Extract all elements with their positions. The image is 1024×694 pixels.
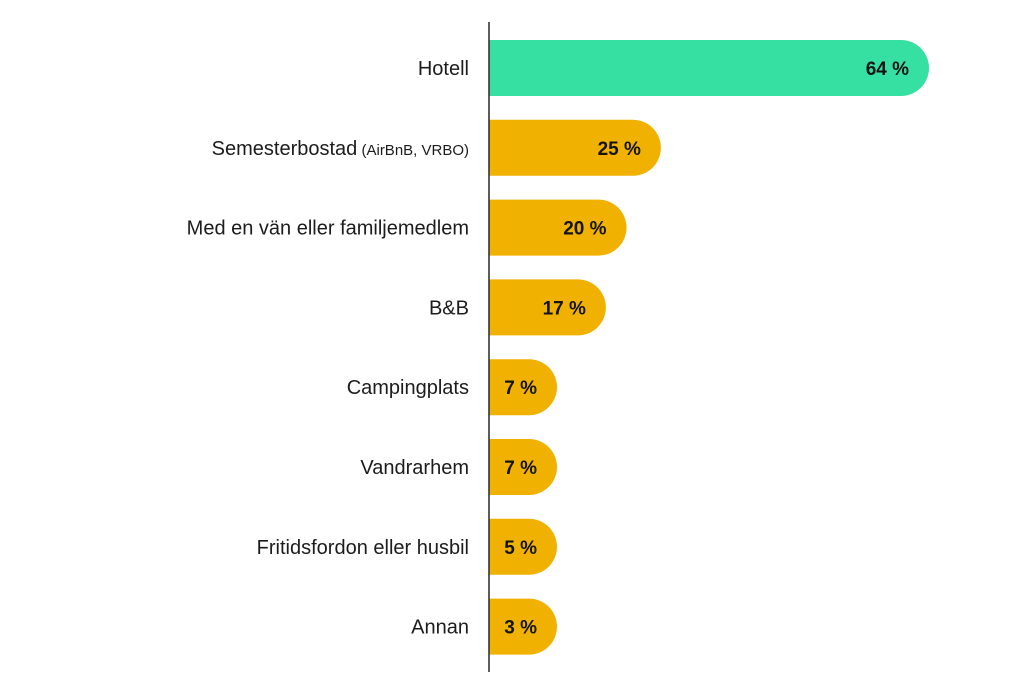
category-label-1: Semesterbostad (AirBnB, VRBO) xyxy=(212,138,469,160)
bar-4 xyxy=(489,359,558,416)
category-label-7: Annan xyxy=(411,617,469,639)
value-label-4: 7 % xyxy=(504,378,537,399)
bars-layer xyxy=(489,40,929,655)
value-label-0: 64 % xyxy=(866,59,909,80)
value-label-5: 7 % xyxy=(504,458,537,479)
value-label-6: 5 % xyxy=(504,538,537,559)
category-label-6: Fritidsfordon eller husbil xyxy=(257,537,469,559)
bar-1 xyxy=(489,119,661,176)
bar-0 xyxy=(489,40,929,96)
category-labels: Hotell Semesterbostad (AirBnB, VRBO) Med e… xyxy=(187,58,469,639)
category-label-text-4: Campingplats xyxy=(347,377,469,399)
value-label-2: 20 % xyxy=(563,219,606,240)
category-label-5: Vandrarhem xyxy=(360,457,469,479)
bar-2 xyxy=(489,199,627,256)
bar-3 xyxy=(489,279,606,336)
category-label-2: Med en vän eller familjemedlem xyxy=(187,218,469,240)
category-label-text-6: Fritidsfordon eller husbil xyxy=(257,537,469,559)
value-labels: 64 % 25 % 20 % 17 % 7 % 7 % 5 % 3 % xyxy=(504,59,909,639)
category-label-text-5: Vandrarhem xyxy=(360,457,469,479)
category-label-text-1: Semesterbostad xyxy=(212,138,358,160)
value-label-1: 25 % xyxy=(598,139,641,160)
category-label-3: B&B xyxy=(429,297,469,319)
category-label-text-2: Med en vän eller familjemedlem xyxy=(187,218,469,240)
value-label-7: 3 % xyxy=(504,618,537,639)
category-label-4: Campingplats xyxy=(347,377,469,399)
category-label-text-0: Hotell xyxy=(418,58,469,80)
category-label-0: Hotell xyxy=(418,58,469,80)
category-note-1: (AirBnB, VRBO) xyxy=(357,142,469,159)
bar-7 xyxy=(489,598,558,655)
bar-6 xyxy=(489,518,558,575)
value-label-3: 17 % xyxy=(543,298,586,319)
category-label-text-3: B&B xyxy=(429,297,469,319)
category-label-text-7: Annan xyxy=(411,617,469,639)
bar-5 xyxy=(489,439,557,495)
